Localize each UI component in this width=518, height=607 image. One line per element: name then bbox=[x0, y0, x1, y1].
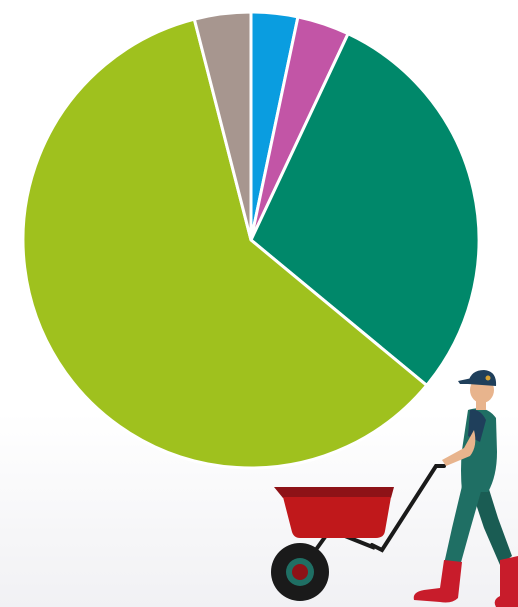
pie-slice-4 bbox=[21, 17, 429, 470]
pie-slice-3 bbox=[249, 32, 481, 387]
pie-slices bbox=[21, 10, 481, 470]
gardener-front-boot bbox=[413, 560, 462, 603]
gardener-arm bbox=[442, 430, 476, 466]
wheel-hub-center bbox=[292, 564, 308, 580]
pie-slice-5 bbox=[192, 10, 253, 242]
gardener-back-boot bbox=[494, 556, 518, 607]
gardener-neck bbox=[476, 396, 486, 410]
wheelbarrow-handle bbox=[370, 464, 446, 553]
gardener bbox=[413, 370, 518, 607]
cap-badge bbox=[485, 375, 491, 381]
wheelbarrow bbox=[271, 464, 446, 601]
gardener-back-leg bbox=[470, 486, 512, 565]
wheelbarrow-tray-rim bbox=[274, 487, 394, 498]
cap-brim bbox=[458, 378, 472, 384]
cap-icon bbox=[468, 370, 497, 386]
gardener-front-leg bbox=[444, 486, 482, 566]
wheelbarrow-tray bbox=[283, 497, 391, 538]
